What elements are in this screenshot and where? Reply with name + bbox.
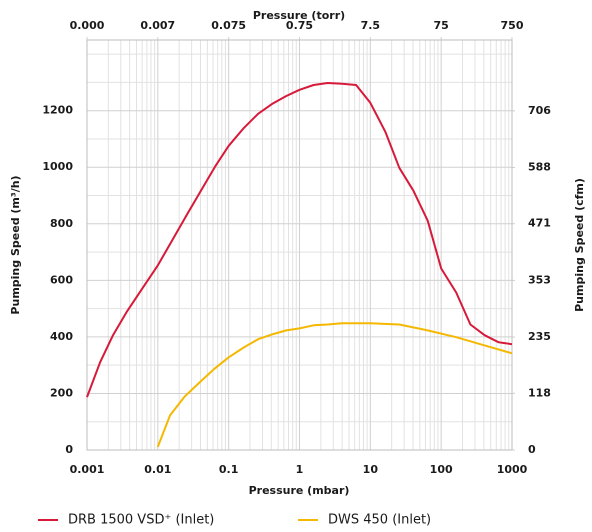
y2-axis-label: Pumping Speed (cfm) <box>573 178 586 312</box>
x2-tick-label: 0.000 <box>70 19 105 32</box>
y-tick-label: 800 <box>50 217 73 230</box>
y2-tick-label: 706 <box>528 104 551 117</box>
x2-tick-label: 0.75 <box>286 19 313 32</box>
y2-tick-label: 235 <box>528 330 551 343</box>
x2-tick-label: 7.5 <box>361 19 381 32</box>
y-tick-label: 600 <box>50 273 73 286</box>
x-tick-label: 100 <box>430 463 453 476</box>
x-axis-label: Pressure (mbar) <box>249 484 350 497</box>
plot-frame <box>86 39 513 451</box>
x2-tick-label: 750 <box>501 19 524 32</box>
y-tick-label: 200 <box>50 386 73 399</box>
x-tick-label: 1000 <box>497 463 528 476</box>
series-line <box>86 82 513 398</box>
y-tick-label: 400 <box>50 330 73 343</box>
y2-tick-label: 118 <box>528 386 551 399</box>
x2-axis-label: Pressure (torr) <box>253 9 345 22</box>
x-tick-label: 0.01 <box>144 463 171 476</box>
y2-tick-label: 471 <box>528 217 551 230</box>
y-axis-label: Pumping Speed (m³/h) <box>9 175 22 314</box>
x2-tick-label: 0.075 <box>211 19 246 32</box>
x2-tick-label: 0.007 <box>140 19 175 32</box>
y-tick-label: 0 <box>65 443 73 456</box>
y-tick-label: 1000 <box>42 160 73 173</box>
y2-tick-label: 588 <box>528 161 551 174</box>
series-line <box>156 322 513 448</box>
y2-tick-label: 353 <box>528 273 551 286</box>
legend-label: DWS 450 (Inlet) <box>328 513 431 528</box>
x-tick-label: 0.001 <box>70 463 105 476</box>
y2-tick-label: 0 <box>528 443 536 456</box>
legend-label: DRB 1500 VSD⁺ (Inlet) <box>68 513 214 528</box>
x2-tick-label: 75 <box>434 19 449 32</box>
x-tick-label: 0.1 <box>219 463 239 476</box>
x-tick-label: 1 <box>296 463 304 476</box>
y-tick-label: 1200 <box>42 104 73 117</box>
x-tick-label: 10 <box>363 463 379 476</box>
